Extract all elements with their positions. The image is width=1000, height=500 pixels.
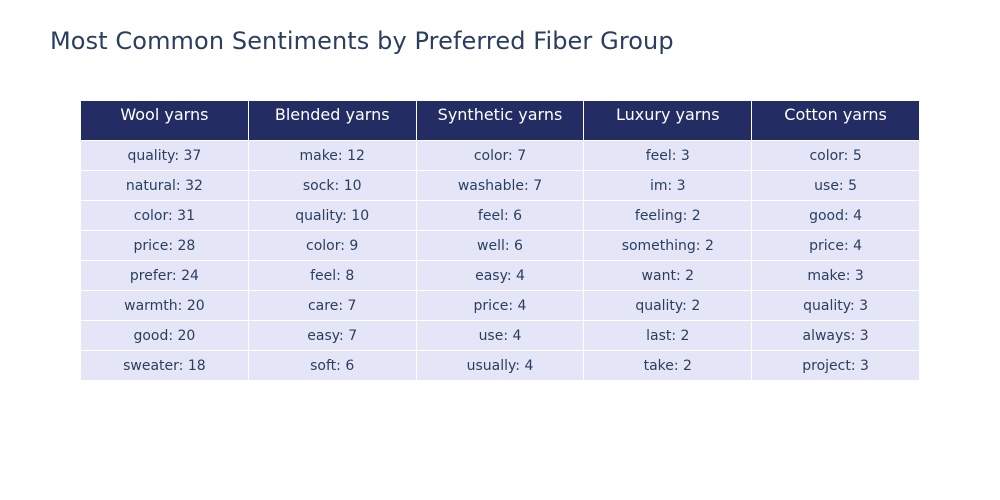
column-header: Blended yarns bbox=[247, 100, 417, 141]
table-cell: usually: 4 bbox=[415, 350, 585, 381]
table-cell: color: 7 bbox=[415, 140, 585, 171]
table-cell: quality: 3 bbox=[751, 290, 920, 321]
table-cell: price: 4 bbox=[751, 230, 920, 261]
table-cell: price: 4 bbox=[415, 290, 585, 321]
table-row: color: 31 quality: 10 feel: 6 feeling: 2 goo… bbox=[80, 200, 920, 231]
table: Wool yarns Blended yarns Synthetic yarns Lu… bbox=[80, 100, 920, 381]
column-header: Synthetic yarns bbox=[415, 100, 585, 141]
table-cell: make: 12 bbox=[247, 140, 417, 171]
column-header: Cotton yarns bbox=[751, 100, 920, 141]
table-cell: feel: 6 bbox=[415, 200, 585, 231]
table-cell: color: 31 bbox=[80, 200, 249, 231]
table-cell: im: 3 bbox=[583, 170, 753, 201]
table-cell: easy: 7 bbox=[247, 320, 417, 351]
table-cell: quality: 37 bbox=[80, 140, 249, 171]
table-cell: good: 4 bbox=[751, 200, 920, 231]
table-cell: feeling: 2 bbox=[583, 200, 753, 231]
column-header: Luxury yarns bbox=[583, 100, 753, 141]
table-cell: something: 2 bbox=[583, 230, 753, 261]
table-cell: natural: 32 bbox=[80, 170, 249, 201]
table-cell: want: 2 bbox=[583, 260, 753, 291]
table-cell: prefer: 24 bbox=[80, 260, 249, 291]
table-cell: soft: 6 bbox=[247, 350, 417, 381]
table-cell: price: 28 bbox=[80, 230, 249, 261]
table-cell: sock: 10 bbox=[247, 170, 417, 201]
table-cell: color: 5 bbox=[751, 140, 920, 171]
table-header-row: Wool yarns Blended yarns Synthetic yarns Lu… bbox=[80, 100, 920, 141]
table-cell: make: 3 bbox=[751, 260, 920, 291]
table-cell: always: 3 bbox=[751, 320, 920, 351]
table-cell: quality: 10 bbox=[247, 200, 417, 231]
table-row: sweater: 18 soft: 6 usually: 4 take: 2 proje… bbox=[80, 350, 920, 381]
column-header: Wool yarns bbox=[80, 100, 249, 141]
table-cell: warmth: 20 bbox=[80, 290, 249, 321]
table-cell: good: 20 bbox=[80, 320, 249, 351]
table-cell: color: 9 bbox=[247, 230, 417, 261]
table-cell: feel: 8 bbox=[247, 260, 417, 291]
table-body: quality: 37 make: 12 color: 7 feel: 3 color:… bbox=[80, 140, 920, 381]
table-cell: well: 6 bbox=[415, 230, 585, 261]
table-cell: use: 5 bbox=[751, 170, 920, 201]
table-row: good: 20 easy: 7 use: 4 last: 2 always: 3 bbox=[80, 320, 920, 351]
table-cell: care: 7 bbox=[247, 290, 417, 321]
table-cell: sweater: 18 bbox=[80, 350, 249, 381]
table-cell: quality: 2 bbox=[583, 290, 753, 321]
table-row: prefer: 24 feel: 8 easy: 4 want: 2 make: 3 bbox=[80, 260, 920, 291]
table-row: quality: 37 make: 12 color: 7 feel: 3 color:… bbox=[80, 140, 920, 171]
table-cell: feel: 3 bbox=[583, 140, 753, 171]
table-row: warmth: 20 care: 7 price: 4 quality: 2 quali… bbox=[80, 290, 920, 321]
table-cell: take: 2 bbox=[583, 350, 753, 381]
table-cell: easy: 4 bbox=[415, 260, 585, 291]
table-row: price: 28 color: 9 well: 6 something: 2 pric… bbox=[80, 230, 920, 261]
sentiment-table: Wool yarns Blended yarns Synthetic yarns Lu… bbox=[80, 100, 920, 381]
table-row: natural: 32 sock: 10 washable: 7 im: 3 use: … bbox=[80, 170, 920, 201]
table-cell: use: 4 bbox=[415, 320, 585, 351]
table-cell: washable: 7 bbox=[415, 170, 585, 201]
table-cell: project: 3 bbox=[751, 350, 920, 381]
table-cell: last: 2 bbox=[583, 320, 753, 351]
chart-title: Most Common Sentiments by Preferred Fibe… bbox=[50, 27, 674, 55]
